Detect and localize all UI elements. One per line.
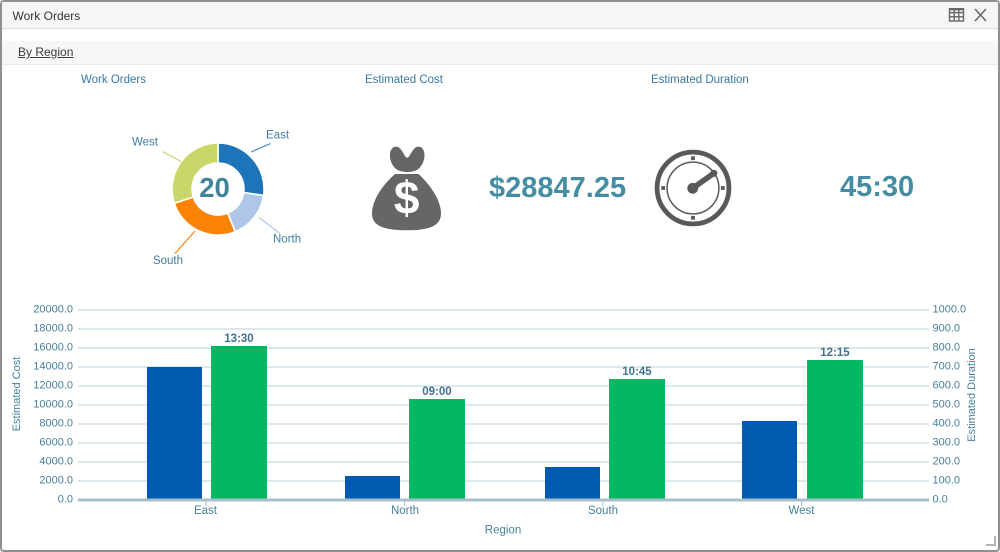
svg-text:09:00: 09:00 [422,386,451,398]
svg-text:1000.0: 1000.0 [933,304,967,316]
svg-text:0.0: 0.0 [58,494,73,506]
svg-text:700.0: 700.0 [933,361,961,373]
svg-text:East: East [266,129,290,141]
svg-text:$: $ [394,172,420,224]
svg-text:900.0: 900.0 [933,323,961,335]
svg-text:14000.0: 14000.0 [33,361,73,373]
svg-text:12:15: 12:15 [820,347,850,359]
svg-text:500.0: 500.0 [933,399,961,411]
svg-text:West: West [789,505,816,517]
svg-text:North: North [391,505,419,517]
svg-text:North: North [273,234,301,246]
svg-text:Estimated Cost: Estimated Cost [11,357,23,432]
svg-text:10:45: 10:45 [622,366,652,378]
svg-text:16000.0: 16000.0 [33,342,73,354]
svg-text:200.0: 200.0 [933,456,961,468]
svg-text:20000.0: 20000.0 [33,304,73,316]
svg-text:800.0: 800.0 [933,342,961,354]
svg-text:0.0: 0.0 [933,494,948,506]
svg-text:Region: Region [485,525,521,537]
svg-text:2000.0: 2000.0 [39,475,73,487]
svg-text:20: 20 [199,172,230,203]
svg-text:600.0: 600.0 [933,380,961,392]
svg-text:South: South [588,505,618,517]
svg-text:100.0: 100.0 [933,475,961,487]
svg-text:East: East [194,505,218,517]
svg-text:12000.0: 12000.0 [33,380,73,392]
svg-text:10000.0: 10000.0 [33,399,73,411]
svg-text:Estimated Duration: Estimated Duration [966,348,978,442]
svg-text:13:30: 13:30 [224,333,253,345]
svg-text:South: South [153,255,183,267]
svg-text:4000.0: 4000.0 [39,456,73,468]
svg-text:400.0: 400.0 [933,418,961,430]
svg-text:6000.0: 6000.0 [39,437,73,449]
svg-text:300.0: 300.0 [933,437,961,449]
svg-text:West: West [132,137,159,149]
svg-text:8000.0: 8000.0 [39,418,73,430]
svg-text:18000.0: 18000.0 [33,323,73,335]
